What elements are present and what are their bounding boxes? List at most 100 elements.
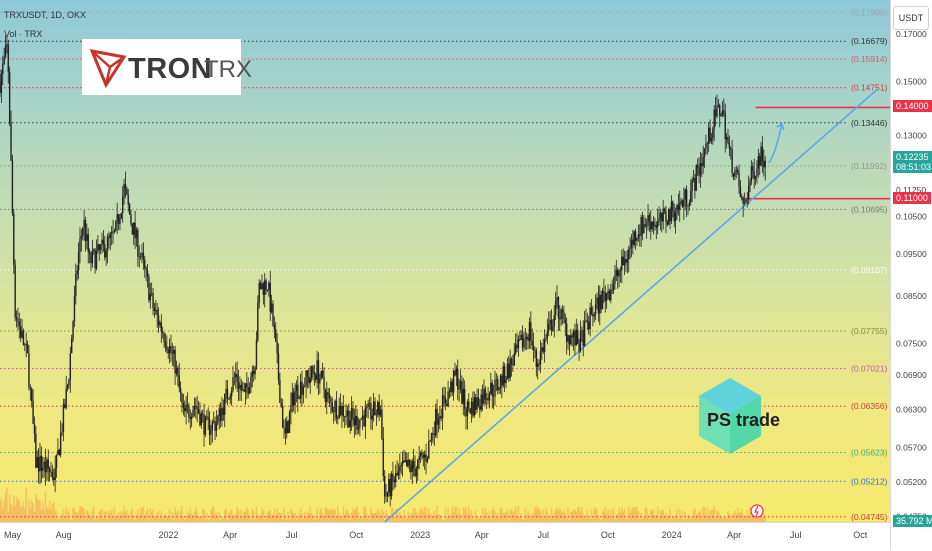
candle-body [167, 349, 169, 354]
candle-body [658, 218, 660, 222]
candle-body [651, 221, 653, 230]
volume-bar [119, 516, 121, 522]
candle-body [459, 381, 462, 389]
candle-body [763, 160, 765, 168]
volume-bar [622, 511, 625, 522]
candle-body [112, 231, 114, 233]
volume-bar [92, 507, 95, 522]
volume-bar [161, 518, 164, 522]
candle-body [261, 283, 263, 290]
candle-body [279, 380, 281, 403]
volume-bar [565, 516, 568, 522]
volume-bar [411, 513, 414, 522]
candle-body [313, 372, 316, 375]
candle-body [324, 389, 327, 402]
volume-bar [69, 518, 72, 522]
volume-bar [337, 506, 339, 522]
volume-bar [524, 508, 527, 522]
volume-bar [505, 512, 507, 522]
volume-bar [212, 507, 215, 522]
candle-body [116, 214, 118, 222]
candle-body [508, 363, 510, 379]
candle-body [618, 271, 620, 277]
volume-bar [692, 509, 695, 522]
volume-bar [564, 512, 567, 522]
candle-body [87, 234, 89, 253]
price-axis[interactable] [890, 0, 932, 550]
volume-bar [199, 516, 201, 522]
candle-body [291, 392, 294, 406]
time-axis[interactable] [0, 522, 890, 551]
candle-body [757, 156, 760, 169]
volume-bar [574, 509, 576, 522]
candle-body [277, 353, 280, 381]
volume-bar [498, 517, 500, 522]
volume-bar [754, 516, 757, 522]
candle-body [254, 367, 256, 375]
candle-body [731, 149, 733, 174]
volume-bar [170, 518, 172, 522]
candle-body [535, 350, 538, 368]
candle-body [663, 208, 666, 212]
candle-body [269, 282, 271, 312]
volume-bar [8, 494, 11, 522]
volume-bar [614, 519, 616, 522]
candle-body [450, 381, 452, 393]
candle-body [632, 239, 634, 245]
price-tag: 0.14000 [893, 100, 932, 113]
candle-body [753, 171, 755, 180]
volume-bar [345, 510, 347, 522]
candle-body [512, 364, 514, 366]
candle-body [530, 322, 532, 341]
volume-bar [678, 508, 681, 522]
time-tick-label: Apr [223, 530, 237, 540]
volume-bar [716, 510, 718, 522]
volume-bar [436, 506, 438, 522]
candle-body [417, 459, 419, 469]
candle-body [221, 407, 223, 421]
volume-bar [0, 501, 1, 522]
volume-bar [670, 518, 673, 522]
volume-bar [349, 519, 352, 522]
volume-bar [462, 507, 465, 522]
fib-level-label: (0.10695) [851, 204, 888, 214]
candle-body [310, 366, 313, 379]
candle-body [616, 269, 619, 277]
candle-body [163, 333, 165, 342]
candle-body [679, 203, 681, 211]
candle-body [229, 396, 231, 400]
volume-bar [155, 516, 157, 522]
price-tick-label: 0.17000 [896, 29, 927, 39]
time-axis-ticks: May Aug 2022 Apr Jul Oct 2023 Apr Jul Oct 2024 Apr J… [4, 530, 868, 540]
candle-body [48, 468, 51, 473]
volume-bar [40, 509, 43, 522]
volume-bar [743, 517, 746, 522]
candle-body [338, 405, 340, 419]
volume-bar [546, 511, 549, 522]
candle-body [607, 290, 609, 293]
volume-bar [483, 517, 485, 522]
candle-body [636, 237, 638, 241]
volume-bar [263, 519, 266, 522]
candle-body [425, 454, 427, 462]
candle-body [301, 381, 303, 395]
volume-bar [280, 513, 283, 522]
volume-bar [284, 514, 287, 522]
candle-body [662, 208, 664, 222]
volume-bar [320, 507, 323, 522]
volume-bar [218, 512, 221, 522]
volume-bar [612, 508, 615, 522]
lightning-event-icon[interactable] [750, 504, 764, 518]
volume-bar [463, 508, 466, 522]
candle-body [199, 413, 201, 426]
currency-selector[interactable]: USDT [893, 6, 929, 30]
candle-body [98, 244, 100, 250]
volume-bar [745, 515, 747, 522]
time-tick-label: Apr [475, 530, 489, 540]
volume-bar [364, 506, 367, 522]
volume-bar [513, 510, 516, 522]
volume-bar [288, 519, 291, 522]
candle-body [62, 404, 65, 433]
volume-bar [547, 518, 550, 522]
volume-bar [290, 508, 292, 522]
